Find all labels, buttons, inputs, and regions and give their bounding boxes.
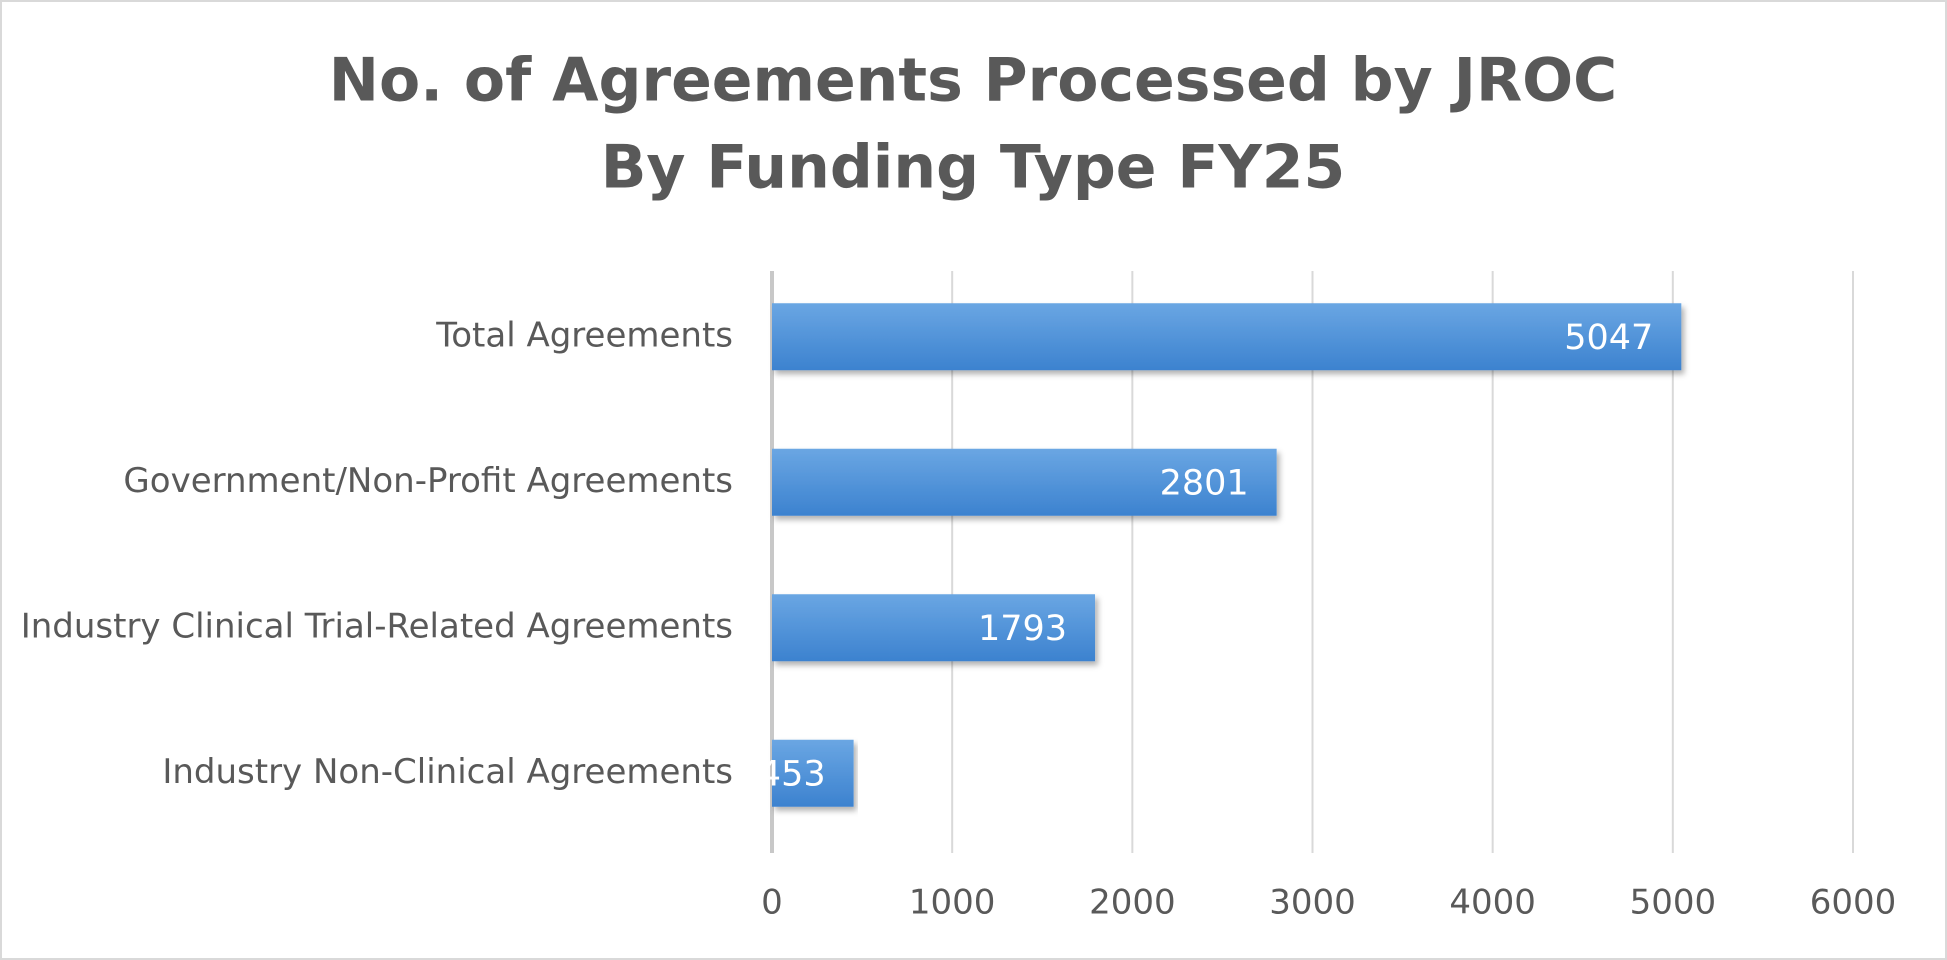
chart-title: By Funding Type FY25: [601, 133, 1346, 203]
bar: [772, 303, 1682, 371]
bar: [772, 739, 854, 807]
value-label: 2801: [1160, 463, 1249, 503]
x-tick-label: 6000: [1810, 883, 1897, 923]
y-tick-label: Industry Clinical Trial-Related Agreemen…: [21, 606, 733, 646]
y-tick-label: Government/Non-Profit Agreements: [123, 461, 733, 501]
value-label: 5047: [1564, 318, 1653, 358]
x-tick-label: 3000: [1269, 883, 1356, 923]
y-tick-label: Industry Non-Clinical Agreements: [162, 752, 733, 792]
x-tick-label: 4000: [1449, 883, 1536, 923]
x-tick-label: 1000: [909, 883, 996, 923]
x-tick-label: 2000: [1089, 883, 1176, 923]
chart-title: No. of Agreements Processed by JROC: [329, 46, 1617, 116]
y-tick-label: Total Agreements: [435, 315, 733, 355]
value-label: 453: [759, 754, 826, 794]
bar: [772, 594, 1096, 662]
x-tick-label: 0: [761, 883, 783, 923]
bar: [772, 448, 1277, 516]
value-label: 1793: [978, 609, 1067, 649]
x-tick-label: 5000: [1630, 883, 1717, 923]
